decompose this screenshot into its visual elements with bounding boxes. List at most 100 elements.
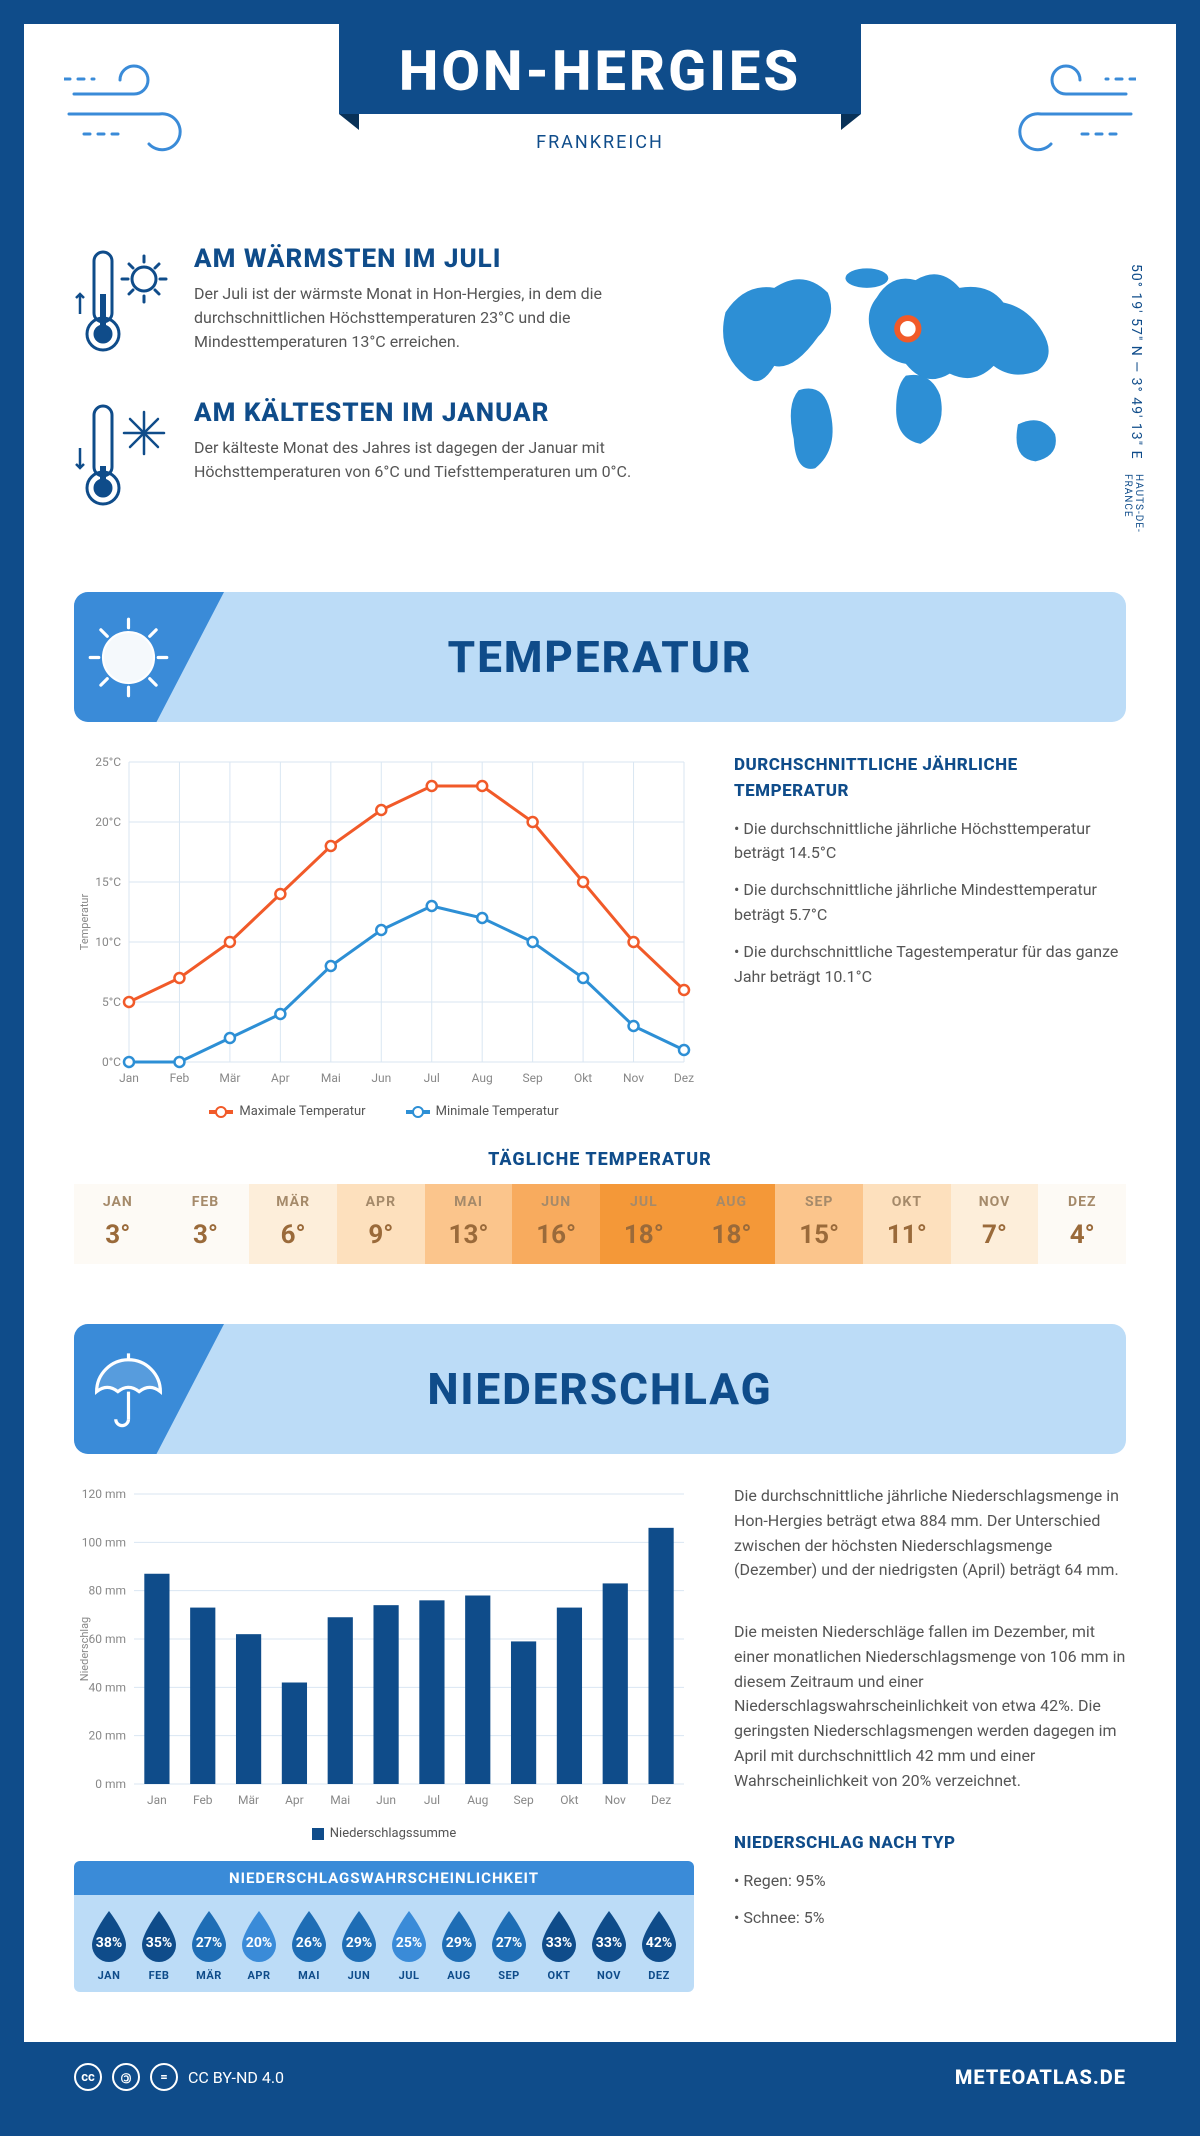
- svg-text:Mai: Mai: [330, 1793, 350, 1807]
- probability-drop: 20%APR: [236, 1909, 282, 1982]
- license-text: CC BY-ND 4.0: [188, 2068, 284, 2087]
- precipitation-description: Die durchschnittliche jährliche Niedersc…: [734, 1484, 1126, 1992]
- sun-icon: [86, 615, 171, 700]
- svg-text:33%: 33%: [596, 1935, 622, 1951]
- coordinates: 50° 19' 57" N — 3° 49' 13" E: [1128, 264, 1144, 460]
- svg-text:Jun: Jun: [376, 1793, 396, 1807]
- warmest-text: Der Juli ist der wärmste Monat in Hon-He…: [194, 282, 666, 354]
- svg-text:Apr: Apr: [285, 1793, 304, 1807]
- warmest-title: AM WÄRMSTEN IM JULI: [194, 244, 666, 274]
- daily-cell: DEZ4°: [1038, 1184, 1126, 1264]
- svg-text:20 mm: 20 mm: [88, 1729, 126, 1743]
- svg-text:Niederschlag: Niederschlag: [78, 1617, 91, 1681]
- precip-type-b1: • Regen: 95%: [734, 1869, 1126, 1894]
- svg-text:Mär: Mär: [219, 1071, 240, 1085]
- svg-text:25°C: 25°C: [95, 755, 121, 769]
- daily-cell: MÄR6°: [249, 1184, 337, 1264]
- warmest-block: AM WÄRMSTEN IM JULI Der Juli ist der wär…: [74, 244, 666, 368]
- svg-text:Mär: Mär: [238, 1793, 259, 1807]
- svg-text:100 mm: 100 mm: [82, 1535, 126, 1549]
- svg-text:0°C: 0°C: [102, 1055, 121, 1069]
- temp-desc-b1: • Die durchschnittliche jährliche Höchst…: [734, 817, 1126, 867]
- svg-text:0 mm: 0 mm: [95, 1777, 126, 1791]
- svg-text:60 mm: 60 mm: [88, 1632, 126, 1646]
- svg-text:Feb: Feb: [193, 1793, 213, 1807]
- page-subtitle: FRANKREICH: [74, 132, 1126, 153]
- cc-icon: cc: [74, 2063, 102, 2091]
- svg-text:15°C: 15°C: [95, 875, 121, 889]
- svg-text:40 mm: 40 mm: [88, 1680, 126, 1694]
- svg-text:Aug: Aug: [467, 1793, 488, 1807]
- daily-cell: SEP15°: [775, 1184, 863, 1264]
- probability-drop: 42%DEZ: [636, 1909, 682, 1982]
- svg-text:Nov: Nov: [605, 1793, 626, 1807]
- header: HON-HERGIES FRANKREICH: [74, 24, 1126, 224]
- probability-drop: 35%FEB: [136, 1909, 182, 1982]
- svg-text:Dez: Dez: [651, 1793, 671, 1807]
- umbrella-icon: [86, 1347, 171, 1432]
- svg-text:Jun: Jun: [371, 1071, 391, 1085]
- wind-icon-left: [64, 54, 204, 168]
- svg-text:20°C: 20°C: [95, 815, 121, 829]
- svg-text:Jul: Jul: [424, 1793, 440, 1807]
- svg-text:Okt: Okt: [574, 1071, 592, 1085]
- svg-text:Jan: Jan: [119, 1071, 139, 1085]
- temperature-banner: TEMPERATUR: [74, 592, 1126, 722]
- temperature-chart: 0°C 5°C 10°C 15°C 20°C 25°C Jan Feb Mär Apr Mai Jun…: [74, 752, 694, 1119]
- svg-text:20%: 20%: [246, 1935, 272, 1951]
- precip-type-b2: • Schnee: 5%: [734, 1906, 1126, 1931]
- brand: METEOATLAS.DE: [955, 2065, 1126, 2089]
- footer: cc 🄯 = CC BY-ND 4.0 METEOATLAS.DE: [24, 2042, 1176, 2112]
- svg-text:Sep: Sep: [513, 1793, 533, 1807]
- precip-type-title: NIEDERSCHLAG NACH TYP: [734, 1830, 1126, 1856]
- probability-drop: 29%AUG: [436, 1909, 482, 1982]
- svg-text:33%: 33%: [546, 1935, 572, 1951]
- temp-desc-b3: • Die durchschnittliche Tagestemperatur …: [734, 940, 1126, 990]
- probability-drop: 33%NOV: [586, 1909, 632, 1982]
- daily-cell: JUL18°: [600, 1184, 688, 1264]
- daily-cell: AUG18°: [688, 1184, 776, 1264]
- probability-drop: 26%MAI: [286, 1909, 332, 1982]
- daily-cell: OKT11°: [863, 1184, 951, 1264]
- svg-text:Okt: Okt: [560, 1793, 578, 1807]
- world-map: 50° 19' 57" N — 3° 49' 13" E HAUTS-DE-FR…: [706, 244, 1126, 552]
- svg-text:120 mm: 120 mm: [82, 1487, 126, 1501]
- daily-cell: MAI13°: [425, 1184, 513, 1264]
- svg-text:Apr: Apr: [271, 1071, 290, 1085]
- probability-title: NIEDERSCHLAGSWAHRSCHEINLICHKEIT: [74, 1861, 694, 1895]
- region-label: HAUTS-DE-FRANCE: [1122, 474, 1144, 552]
- svg-text:29%: 29%: [346, 1935, 372, 1951]
- probability-box: NIEDERSCHLAGSWAHRSCHEINLICHKEIT 38%JAN35…: [74, 1861, 694, 1992]
- legend-precip: Niederschlagssumme: [330, 1826, 456, 1841]
- wind-icon-right: [996, 54, 1136, 168]
- svg-text:Mai: Mai: [321, 1071, 341, 1085]
- svg-text:29%: 29%: [446, 1935, 472, 1951]
- svg-text:38%: 38%: [96, 1935, 122, 1951]
- coldest-title: AM KÄLTESTEN IM JANUAR: [194, 398, 666, 428]
- legend-min: Minimale Temperatur: [436, 1104, 559, 1119]
- svg-text:Sep: Sep: [523, 1071, 543, 1085]
- coldest-block: AM KÄLTESTEN IM JANUAR Der kälteste Mona…: [74, 398, 666, 522]
- precipitation-title: NIEDERSCHLAG: [427, 1363, 772, 1415]
- svg-text:10°C: 10°C: [95, 935, 121, 949]
- daily-cell: JAN3°: [74, 1184, 162, 1264]
- probability-drop: 38%JAN: [86, 1909, 132, 1982]
- svg-text:5°C: 5°C: [102, 995, 121, 1009]
- probability-drop: 25%JUL: [386, 1909, 432, 1982]
- daily-cell: FEB3°: [162, 1184, 250, 1264]
- legend-max: Maximale Temperatur: [239, 1104, 365, 1119]
- coldest-text: Der kälteste Monat des Jahres ist dagege…: [194, 436, 666, 484]
- daily-cell: NOV7°: [951, 1184, 1039, 1264]
- svg-text:35%: 35%: [146, 1935, 172, 1951]
- precip-p2: Die meisten Niederschläge fallen im Deze…: [734, 1620, 1126, 1794]
- thermometer-cold-icon: [74, 398, 174, 522]
- page-title: HON-HERGIES: [339, 24, 861, 114]
- svg-text:27%: 27%: [196, 1935, 222, 1951]
- svg-text:Temperatur: Temperatur: [78, 894, 91, 951]
- svg-text:27%: 27%: [496, 1935, 522, 1951]
- daily-title: TÄGLICHE TEMPERATUR: [74, 1149, 1126, 1170]
- svg-text:Dez: Dez: [674, 1071, 694, 1085]
- nd-icon: =: [150, 2063, 178, 2091]
- svg-text:80 mm: 80 mm: [88, 1584, 126, 1598]
- svg-text:Feb: Feb: [170, 1071, 190, 1085]
